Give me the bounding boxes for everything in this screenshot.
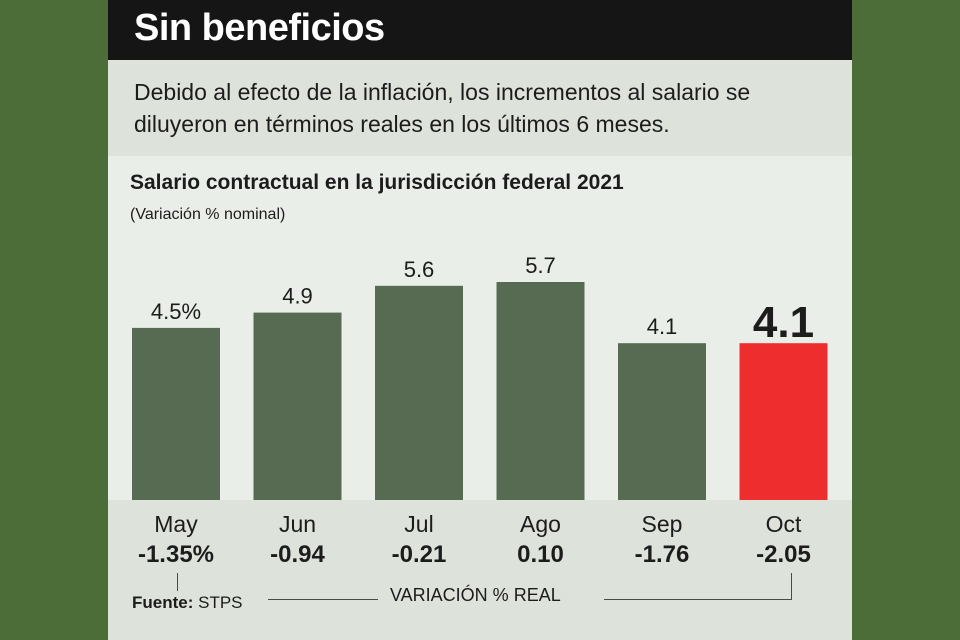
- category-band: [108, 500, 852, 640]
- chart-title: Salario contractual en la jurisdicción f…: [130, 171, 624, 194]
- bar-may: [132, 327, 220, 500]
- bar-value-label-may: 4.5%: [151, 299, 201, 324]
- real-variation-jul: -0.21: [391, 541, 447, 568]
- real-variation-oct: -2.05: [756, 541, 811, 568]
- category-label-may: May: [154, 511, 198, 537]
- bar-value-label-ago: 5.7: [525, 253, 556, 278]
- bracket-right-horizontal: [604, 599, 792, 600]
- source-label: Fuente:: [132, 593, 194, 612]
- category-label-jun: Jun: [278, 511, 317, 537]
- category-label-ago: Ago: [520, 511, 561, 537]
- real-variation-caption: VARIACIÓN % REAL: [384, 585, 567, 606]
- source-note: Fuente: STPS: [132, 593, 243, 613]
- infographic-panel: Sin beneficios Debido al efecto de la in…: [108, 0, 852, 640]
- bar-value-label-jul: 5.6: [404, 257, 435, 282]
- bar-value-label-jun: 4.9: [282, 284, 313, 309]
- title-bar: Sin beneficios: [108, 0, 852, 60]
- real-variation-sep: -1.76: [634, 541, 690, 568]
- bar-value-label-sep: 4.1: [647, 314, 678, 339]
- category-label-sep: Sep: [641, 511, 683, 537]
- bracket-left-horizontal: [268, 599, 378, 600]
- page-title: Sin beneficios: [134, 7, 385, 49]
- source-value: STPS: [198, 593, 243, 612]
- page-subtitle: Debido al efecto de la inflación, los in…: [134, 79, 751, 137]
- bar-oct: [739, 343, 828, 500]
- bar-ago: [496, 282, 585, 500]
- bracket-right-vertical: [791, 573, 792, 600]
- real-variation-may: -1.35%: [137, 541, 215, 568]
- bar-chart: 4.5% 4.9 5.6 5.7 4.1 4.1: [132, 253, 828, 500]
- real-variation-ago: 0.10: [517, 541, 564, 568]
- category-label-jul: Jul: [404, 511, 434, 537]
- bar-value-label-oct: 4.1: [753, 298, 814, 347]
- bar-jul: [375, 285, 463, 500]
- bracket-left-vertical: [177, 573, 178, 591]
- subtitle-band: Debido al efecto de la inflación, los in…: [108, 60, 852, 156]
- bar-sep: [618, 343, 706, 500]
- chart-units: (Variación % nominal): [130, 206, 286, 223]
- real-variation-jun: -0.94: [270, 541, 325, 568]
- bar-jun: [253, 312, 342, 500]
- category-label-oct: Oct: [765, 511, 802, 537]
